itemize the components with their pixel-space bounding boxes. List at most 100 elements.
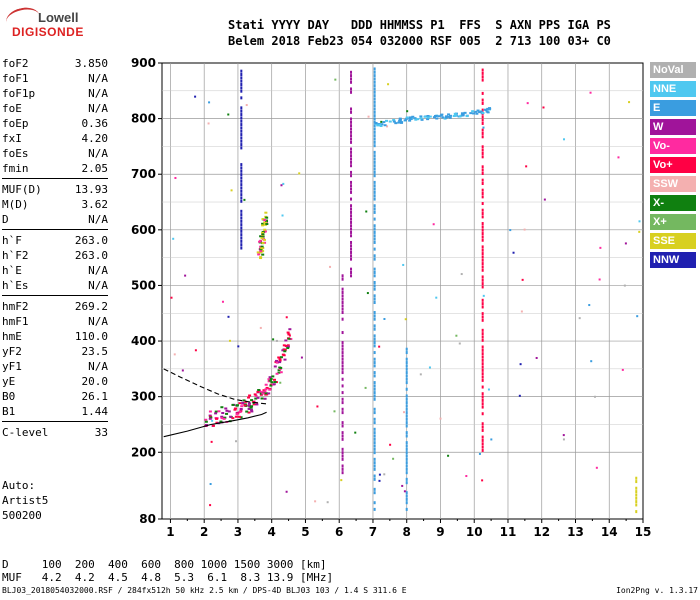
x-tick-label: 12 — [533, 525, 550, 539]
noise-point — [465, 475, 467, 477]
echo-streak-point — [482, 379, 484, 382]
trace-multihop-point — [263, 239, 266, 241]
param-row-hf2: h`F2 263.0 — [2, 248, 108, 263]
trace-multihop-point — [259, 256, 262, 258]
noise-point — [378, 346, 380, 348]
noise-point — [429, 366, 431, 368]
echo-streak-point — [350, 124, 352, 127]
echo-streak-point — [374, 77, 376, 80]
echo-streak-point — [240, 106, 242, 109]
echo-streak-point — [374, 478, 376, 481]
echo-streak-point — [350, 134, 352, 137]
echo-streak-point — [482, 279, 484, 282]
echo-streak-point — [350, 234, 352, 237]
trace-f2-point — [280, 371, 283, 373]
echo-streak-point — [374, 211, 376, 214]
trace-f2-point — [267, 392, 270, 394]
noise-point — [599, 278, 601, 280]
param-value: N/A — [88, 278, 108, 293]
echo-streak-point — [240, 190, 242, 193]
param-value: 3.850 — [75, 56, 108, 71]
noise-point — [563, 438, 565, 440]
trace-f2-point — [270, 381, 273, 383]
echo-streak-point — [342, 465, 344, 468]
echo-streak-point — [406, 448, 408, 451]
echo-streak-point — [374, 114, 376, 117]
noise-point — [272, 338, 274, 340]
echo-streak-point — [374, 231, 376, 234]
noise-point — [210, 483, 212, 485]
noise-point — [636, 315, 638, 317]
trace-f2-point — [264, 388, 267, 390]
trace-f2-point — [288, 338, 291, 340]
echo-streak-point — [374, 451, 376, 454]
param-label: yF1 — [2, 359, 22, 374]
echo-streak-point — [240, 136, 242, 139]
echo-streak-point — [342, 468, 344, 471]
param-row-he: h`E N/A — [2, 263, 108, 278]
echo-streak-point — [406, 421, 408, 424]
trace-f2-point — [275, 360, 278, 362]
echo-streak-point — [406, 454, 408, 457]
echo-streak-point — [350, 141, 352, 144]
echo-streak-point — [342, 431, 344, 434]
echo-streak-point — [240, 140, 242, 143]
echo-streak-point — [342, 401, 344, 404]
noise-point — [509, 229, 511, 231]
y-tick-label: 700 — [131, 167, 156, 181]
echo-streak-point — [374, 475, 376, 478]
echo-streak-point — [406, 361, 408, 364]
noise-point — [447, 455, 449, 457]
trace-f2-point — [235, 416, 238, 418]
echo-streak-point — [374, 338, 376, 341]
echo-streak-point — [342, 348, 344, 351]
trace-f2-point — [225, 413, 228, 415]
echo-streak-point — [482, 319, 484, 322]
echo-streak-point — [482, 192, 484, 195]
echo-streak-point — [240, 166, 242, 169]
trace-f2-point — [229, 416, 232, 418]
echo-streak-point — [342, 311, 344, 314]
noise-point — [211, 420, 213, 422]
echo-streak-point — [350, 158, 352, 161]
echo-streak-point — [350, 271, 352, 274]
noise-point — [522, 279, 524, 281]
trace-f2-point — [280, 356, 283, 358]
echo-streak-point — [482, 299, 484, 302]
trace-f2-point — [265, 384, 268, 386]
echo-streak-point — [342, 411, 344, 414]
trace-f2-point — [220, 406, 223, 408]
trace-e-ray-point — [440, 114, 443, 116]
trace-f2-point — [283, 350, 286, 352]
echo-streak-point — [374, 341, 376, 344]
echo-streak-point — [240, 163, 242, 166]
echo-streak-point — [374, 258, 376, 261]
echo-streak-point — [374, 465, 376, 468]
echo-streak-point — [350, 171, 352, 174]
trace-f2-point — [256, 391, 259, 393]
noise-point — [596, 467, 598, 469]
trace-f2-point — [261, 397, 264, 399]
trace-f2-point — [209, 411, 212, 413]
trace-e-ray-point — [469, 112, 472, 114]
echo-streak-point — [635, 480, 637, 483]
echo-streak-point — [406, 358, 408, 361]
noise-point — [316, 405, 318, 407]
echo-streak-point — [482, 149, 484, 152]
noise-point — [340, 479, 342, 481]
noise-point — [327, 501, 329, 503]
param-label: fxI — [2, 131, 22, 146]
echo-streak-point — [374, 491, 376, 494]
param-row-hf: h`F 263.0 — [2, 233, 108, 248]
echo-streak-point — [350, 71, 352, 74]
trace-e-ray-point — [414, 119, 417, 121]
trace-multihop-point — [258, 241, 261, 243]
noise-point — [333, 410, 335, 412]
echo-streak-point — [374, 141, 376, 144]
footer-version: Ion2Png v. 1.3.17 — [616, 586, 698, 595]
param-row-fof2: foF2 3.850 — [2, 56, 108, 71]
echo-streak-point — [240, 223, 242, 226]
noise-point — [209, 504, 211, 506]
trace-f2-point — [288, 328, 291, 330]
echo-streak-point — [374, 254, 376, 257]
